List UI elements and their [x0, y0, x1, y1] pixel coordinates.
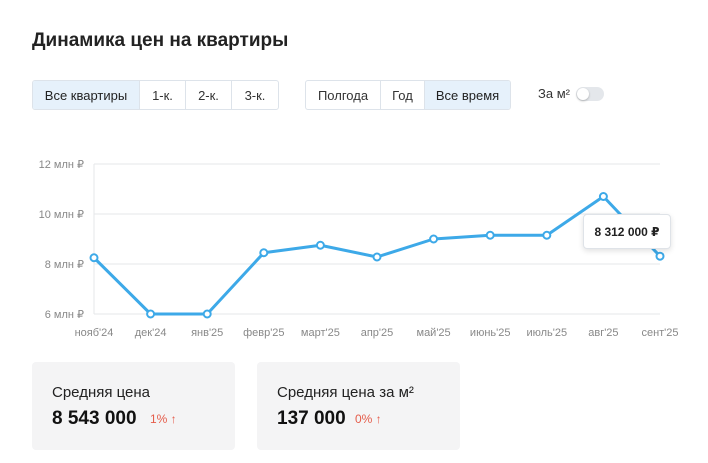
x-tick-label: апр'25	[361, 327, 394, 339]
page-title: Динамика цен на квартиры	[32, 30, 289, 51]
y-tick-label: 8 млн ₽	[45, 259, 84, 271]
data-point[interactable]	[259, 248, 269, 258]
data-point[interactable]	[372, 252, 382, 262]
period-half-year[interactable]: Полгода	[306, 81, 381, 109]
stat-change: 1% ↑	[150, 412, 177, 426]
data-point[interactable]	[429, 234, 439, 244]
data-point[interactable]	[598, 192, 608, 201]
data-point[interactable]	[315, 240, 325, 250]
chart-tooltip: 8 312 000 ₽	[583, 214, 671, 249]
data-point[interactable]	[146, 309, 156, 319]
data-point[interactable]	[485, 230, 495, 240]
stat-card-average-price-per-m2: Средняя цена за м² 137 000 0% ↑	[257, 362, 460, 450]
x-tick-label: авг'25	[588, 327, 618, 339]
stat-change: 0% ↑	[355, 412, 382, 426]
filter-all-apartments[interactable]: Все квартиры	[33, 81, 140, 109]
filter-3-room[interactable]: 3-к.	[244, 87, 266, 103]
x-tick-label: нояб'24	[75, 327, 114, 339]
period-year[interactable]: Год	[381, 81, 425, 109]
stat-value: 137 000	[277, 408, 346, 429]
data-point[interactable]	[542, 230, 552, 240]
room-type-filter: Все квартиры 1-к. 2-к. 3-к.	[32, 80, 279, 110]
y-tick-label: 12 млн ₽	[39, 159, 84, 171]
period-all-time[interactable]: Все время	[425, 81, 510, 109]
x-tick-label: июнь'25	[470, 327, 511, 339]
price-chart: 6 млн ₽ 8 млн ₽ 10 млн ₽ 12 млн ₽ нояб'24 де…	[39, 159, 679, 339]
stat-label: Средняя цена за м²	[277, 384, 414, 401]
per-m2-label: За м²	[538, 86, 570, 101]
y-tick-label: 6 млн ₽	[45, 309, 84, 321]
x-tick-label: сент'25	[641, 327, 678, 339]
period-filter: Полгода Год Все время	[305, 80, 511, 110]
data-point[interactable]	[655, 251, 665, 261]
filter-2-room[interactable]: 2-к.	[186, 81, 232, 109]
x-tick-label: янв'25	[191, 327, 223, 339]
x-tick-label: февр'25	[243, 327, 284, 339]
filter-1-room[interactable]: 1-к.	[140, 81, 186, 109]
x-tick-label: дек'24	[135, 327, 167, 339]
x-tick-label: март'25	[301, 327, 340, 339]
data-point[interactable]	[202, 309, 212, 319]
per-m2-toggle[interactable]	[575, 86, 604, 101]
per-m2-toggle-group[interactable]: За м²	[538, 86, 604, 101]
data-point[interactable]	[89, 253, 99, 263]
x-tick-label: июль'25	[526, 327, 567, 339]
y-tick-label: 10 млн ₽	[39, 209, 84, 221]
stat-label: Средняя цена	[52, 384, 151, 401]
x-tick-label: май'25	[417, 327, 451, 339]
stat-value: 8 543 000	[52, 408, 137, 429]
stat-card-average-price: Средняя цена 8 543 000 1% ↑	[32, 362, 235, 450]
